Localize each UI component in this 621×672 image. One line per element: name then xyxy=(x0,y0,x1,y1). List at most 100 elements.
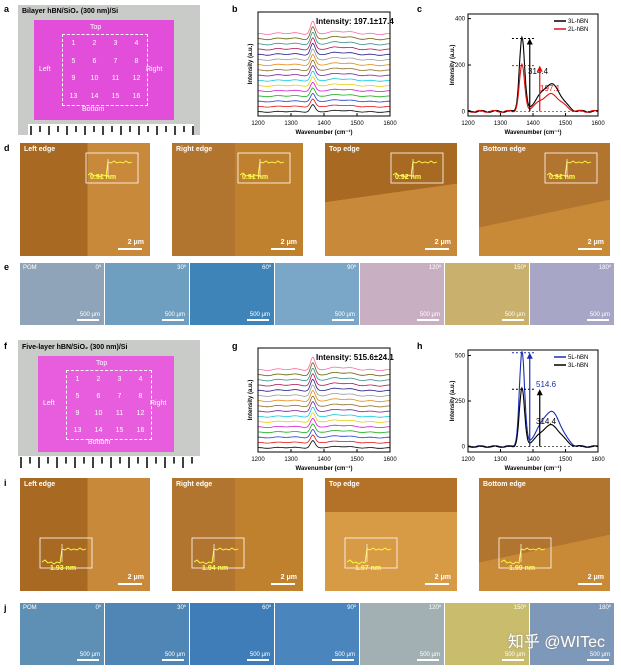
pom-label: POM xyxy=(23,605,37,611)
panel-label-f: f xyxy=(4,341,7,351)
afm-title: Left edge xyxy=(24,481,56,488)
spectrum-series-10 xyxy=(258,54,390,67)
scale-bar xyxy=(587,659,609,661)
spectrum-series-3 xyxy=(258,429,390,439)
y-tick-label: 0 xyxy=(462,109,466,115)
scale-bar xyxy=(332,319,354,321)
wafer-left-label: Left xyxy=(43,400,55,407)
scale-bar xyxy=(247,659,269,661)
height-profile-inset xyxy=(544,152,598,184)
x-tick-label: 1200 xyxy=(461,457,475,463)
wafer-right-label: Right xyxy=(146,66,163,73)
spectrum-series-9 xyxy=(258,395,390,408)
inset-frame xyxy=(39,537,93,569)
panel-label-b: b xyxy=(232,4,238,14)
pom-image-3: 90º 500 μm xyxy=(275,263,359,325)
pom-image-4: 120º 500 μm xyxy=(360,603,444,665)
wafer: Top Left Right Bottom 1 2 3 4 5 6 7 8 9 10 11 12 13 1… xyxy=(38,356,174,452)
y-tick-label: 0 xyxy=(462,445,466,451)
scale-label: 2 μm xyxy=(280,239,297,246)
afm-title: Bottom edge xyxy=(483,481,526,488)
legend-entry: 5L-hBN xyxy=(568,355,588,361)
afm-title: Top edge xyxy=(329,146,360,153)
rotation-angle: 60º xyxy=(262,265,271,271)
raman-stack-chart-bilayer: Intensity: 197.1±17.4 1200 1300 1400 1500 16… xyxy=(248,11,397,136)
peak-value-bottom: 314.4 xyxy=(536,417,557,426)
scale-bar xyxy=(578,583,602,585)
scale-label: 500 μm xyxy=(164,652,185,658)
site-number: 7 xyxy=(117,393,122,400)
x-tick-label: 1400 xyxy=(526,121,540,127)
spectrum-series-8 xyxy=(258,401,390,413)
scale-label: 500 μm xyxy=(589,312,610,318)
series-line-3L-hBN xyxy=(467,386,599,448)
scale-label: 500 μm xyxy=(419,652,440,658)
spectrum-series-16 xyxy=(258,356,390,371)
y-axis-label: Intensity (a.u.) xyxy=(450,381,456,422)
scale-bar xyxy=(271,248,295,250)
afm-image-right-edge: Right edge 0.91 nm 2 μm xyxy=(172,143,303,256)
spectrum-series-12 xyxy=(258,43,390,56)
panel-label-h: h xyxy=(417,341,423,351)
site-number: 7 xyxy=(113,57,118,65)
scale-bar xyxy=(502,319,524,321)
pom-image-4: 120º 500 μm xyxy=(360,263,444,325)
raman-stack-chart-fivelayer: Intensity: 515.6±24.1 1200 1300 1400 1500 16… xyxy=(248,347,397,472)
step-height: 1.97 nm xyxy=(355,565,382,572)
x-tick-label: 1400 xyxy=(526,457,540,463)
wafer-top-label: Top xyxy=(96,360,108,367)
scale-label: 2 μm xyxy=(587,574,604,581)
wafer-title: Bilayer hBN/SiO₂ (300 nm)/Si xyxy=(22,8,119,15)
inset-frame xyxy=(237,152,291,184)
afm-image-bottom-edge: Bottom edge 0.91 nm 2 μm xyxy=(479,143,610,256)
rotation-angle: 60º xyxy=(262,605,271,611)
step-height: 0.92 nm xyxy=(395,174,422,181)
pom-image-1: 30º 500 μm xyxy=(105,603,189,665)
spectrum-series-6 xyxy=(258,76,390,87)
legend-entry: 3L-hBN xyxy=(568,363,588,369)
x-tick-label: 1500 xyxy=(559,121,573,127)
scale-label: 2 μm xyxy=(587,239,604,246)
rotation-angle: 0º xyxy=(95,265,101,271)
site-number: 16 xyxy=(132,92,141,100)
profile-line xyxy=(392,160,438,178)
wafer-photo-fivelayer: Five-layer hBN/SiO₂ (300 nm)/Si Top Left… xyxy=(18,340,200,468)
spectrum-series-3 xyxy=(258,93,390,103)
profile-line xyxy=(41,547,87,565)
profile-line xyxy=(193,547,239,565)
site-number: 5 xyxy=(71,57,76,65)
height-profile-inset xyxy=(85,152,139,184)
x-tick-label: 1300 xyxy=(494,457,508,463)
scale-label: 500 μm xyxy=(419,312,440,318)
height-profile-inset xyxy=(498,537,552,569)
panel-label-e: e xyxy=(4,262,10,272)
pom-image-5: 150º 500 μm xyxy=(445,263,529,325)
spectrum-series-11 xyxy=(258,384,390,397)
x-tick-label: 1500 xyxy=(350,121,364,127)
legend-entry: 3L-hBN xyxy=(568,19,588,25)
y-axis-label: Intensity (a.u.) xyxy=(248,44,254,85)
scale-label: 2 μm xyxy=(434,239,451,246)
spectrum-series-12 xyxy=(258,379,390,392)
scale-label: 500 μm xyxy=(334,652,355,658)
x-tick-label: 1200 xyxy=(461,121,475,127)
pom-image-2: 60º 500 μm xyxy=(190,603,274,665)
site-number: 3 xyxy=(113,40,118,48)
x-axis-label: Wavenumber (cm⁻¹) xyxy=(505,129,562,136)
site-number-grid: 1 2 3 4 5 6 7 8 9 10 11 12 13 14 15 16 xyxy=(62,34,148,106)
y-tick-label: 500 xyxy=(455,353,466,359)
ruler xyxy=(18,456,200,468)
scale-bar xyxy=(118,248,142,250)
scale-bar xyxy=(332,659,354,661)
x-tick-label: 1500 xyxy=(350,457,364,463)
spectrum-series-15 xyxy=(258,26,390,41)
scale-label: 2 μm xyxy=(280,574,297,581)
scale-bar xyxy=(77,659,99,661)
afm-title: Top edge xyxy=(329,481,360,488)
spectrum-series-11 xyxy=(258,48,390,61)
step-height: 0.91 nm xyxy=(549,174,576,181)
inset-frame xyxy=(498,537,552,569)
height-profile-inset xyxy=(390,152,444,184)
site-number: 3 xyxy=(117,376,122,383)
site-number-grid: 1 2 3 4 5 6 7 8 9 10 11 12 13 14 15 16 xyxy=(66,370,152,440)
